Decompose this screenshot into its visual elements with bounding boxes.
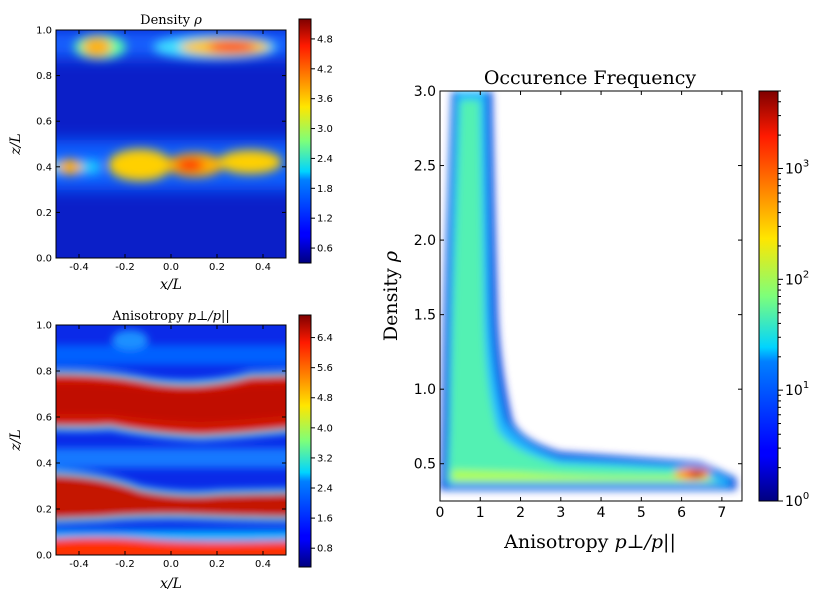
- anisotropy-x-tick-label: 0.2: [209, 559, 225, 570]
- density-x-tick-label: 0.4: [255, 262, 271, 273]
- density-ylabel: z/L: [8, 133, 24, 155]
- anisotropy-y-tick-label: 0.2: [36, 505, 52, 516]
- density-colorbar-ticks: 0.6 1.2 1.8 2.4 3.0 3.6 4.2 4.8: [311, 34, 333, 255]
- density-colorbar-tick-label: 4.2: [317, 64, 333, 75]
- density-x-tick-label: -0.4: [69, 262, 89, 273]
- frequency-y-tick-label: 2.5: [414, 158, 436, 174]
- anisotropy-x-tick-label: 0.4: [255, 559, 271, 570]
- frequency-y-tick-label: 0.5: [414, 457, 436, 473]
- anisotropy-colorbar-tick-label: 4.0: [317, 423, 333, 434]
- density-x-tick-label: 0.2: [209, 262, 225, 273]
- anisotropy-panel: Anisotropy p⊥/p|| -0.4 -0.2 0.0 0.2 0.4 0.00…: [8, 309, 333, 592]
- anisotropy-y-tick-label: 1.0: [36, 321, 52, 332]
- density-y-tick-label: 0.2: [36, 208, 52, 219]
- frequency-xlabel: Anisotropy p⊥/p||: [503, 531, 676, 553]
- density-colorbar: [298, 18, 312, 264]
- density-colorbar-tick-label: 2.4: [317, 154, 333, 165]
- frequency-title: Occurence Frequency: [484, 67, 697, 89]
- frequency-colorbar: [758, 90, 779, 502]
- frequency-heatmap: [440, 91, 742, 501]
- frequency-x-tick-label: 7: [717, 505, 726, 521]
- frequency-x-tick-label: 4: [597, 505, 606, 521]
- density-colorbar-tick-label: 4.8: [317, 34, 333, 45]
- anisotropy-heatmap: [56, 325, 286, 555]
- density-y-tick-label: 0.0: [36, 254, 52, 265]
- density-heatmap: [56, 30, 286, 258]
- density-y-tick-label: 1.0: [36, 26, 52, 37]
- anisotropy-xlabel: x/L: [160, 576, 182, 592]
- frequency-x-tick-label: 5: [637, 505, 646, 521]
- density-colorbar-tick-label: 0.6: [317, 244, 333, 255]
- anisotropy-colorbar-tick-label: 6.4: [317, 333, 333, 344]
- anisotropy-colorbar-tick-label: 1.6: [317, 514, 333, 525]
- frequency-colorbar-tick-label: 103: [785, 158, 809, 177]
- density-colorbar-tick-label: 1.8: [317, 184, 333, 195]
- density-y-tick-label: 0.6: [36, 117, 52, 128]
- density-x-tick-label: 0.0: [163, 262, 179, 273]
- frequency-y-tick-label: 1.5: [414, 308, 436, 324]
- frequency-y-tick-label: 3.0: [414, 84, 436, 100]
- anisotropy-ylabel: z/L: [8, 429, 24, 451]
- frequency-panel: Occurence Frequency 0 1 2 3 4 5 6 7 0.5 1.0 1.5 2.…: [380, 67, 809, 553]
- anisotropy-colorbar-tick-label: 3.2: [317, 453, 333, 464]
- frequency-y-tick-label: 2.0: [414, 233, 436, 249]
- anisotropy-colorbar-tick-label: 0.8: [317, 544, 333, 555]
- anisotropy-colorbar-tick-label: 5.6: [317, 363, 333, 374]
- frequency-y-axis: 0.5 1.0 1.5 2.0 2.5 3.0: [414, 84, 742, 473]
- density-title: Density ρ: [140, 13, 202, 28]
- frequency-colorbar-tick-label: 100: [785, 491, 809, 510]
- density-y-axis: 0.0 0.2 0.4 0.6 0.8 1.0: [36, 26, 286, 265]
- frequency-x-tick-label: 6: [677, 505, 686, 521]
- anisotropy-y-axis: 0.0 0.2 0.4 0.6 0.8 1.0: [36, 321, 286, 562]
- frequency-ylabel: Density ρ: [380, 250, 402, 341]
- anisotropy-colorbar: [298, 314, 312, 568]
- anisotropy-x-tick-label: 0.0: [163, 559, 179, 570]
- density-y-tick-label: 0.4: [36, 162, 52, 173]
- frequency-x-tick-label: 1: [476, 505, 485, 521]
- frequency-x-tick-label: 0: [436, 505, 445, 521]
- anisotropy-y-tick-label: 0.0: [36, 551, 52, 562]
- density-colorbar-tick-label: 3.0: [317, 124, 333, 135]
- frequency-x-tick-label: 2: [516, 505, 525, 521]
- frequency-x-tick-label: 3: [556, 505, 565, 521]
- density-xlabel: x/L: [160, 277, 182, 293]
- frequency-x-axis: 0 1 2 3 4 5 6 7: [436, 91, 726, 521]
- anisotropy-x-tick-label: -0.2: [115, 559, 135, 570]
- anisotropy-colorbar-tick-label: 4.8: [317, 393, 333, 404]
- density-y-tick-label: 0.8: [36, 71, 52, 82]
- anisotropy-title: Anisotropy p⊥/p||: [111, 309, 230, 324]
- anisotropy-y-tick-label: 0.4: [36, 459, 52, 470]
- anisotropy-x-tick-label: -0.4: [69, 559, 89, 570]
- anisotropy-colorbar-tick-label: 2.4: [317, 484, 333, 495]
- frequency-colorbar-ticks: 100 101 102 103: [778, 90, 809, 510]
- anisotropy-y-tick-label: 0.6: [36, 413, 52, 424]
- anisotropy-x-axis: -0.4 -0.2 0.0 0.2 0.4: [69, 325, 271, 570]
- density-colorbar-tick-label: 3.6: [317, 94, 333, 105]
- density-x-axis: -0.4 -0.2 0.0 0.2 0.4: [69, 30, 271, 273]
- anisotropy-colorbar-ticks: 0.8 1.6 2.4 3.2 4.0 4.8 5.6 6.4: [311, 333, 333, 555]
- density-panel: Density ρ -0.4 -0.2 0.0 0.2 0.4: [8, 13, 333, 293]
- anisotropy-y-tick-label: 0.8: [36, 367, 52, 378]
- frequency-y-tick-label: 1.0: [414, 382, 436, 398]
- frequency-colorbar-tick-label: 102: [785, 269, 809, 288]
- frequency-colorbar-tick-label: 101: [785, 380, 809, 399]
- density-x-tick-label: -0.2: [115, 262, 135, 273]
- density-colorbar-tick-label: 1.2: [317, 214, 333, 225]
